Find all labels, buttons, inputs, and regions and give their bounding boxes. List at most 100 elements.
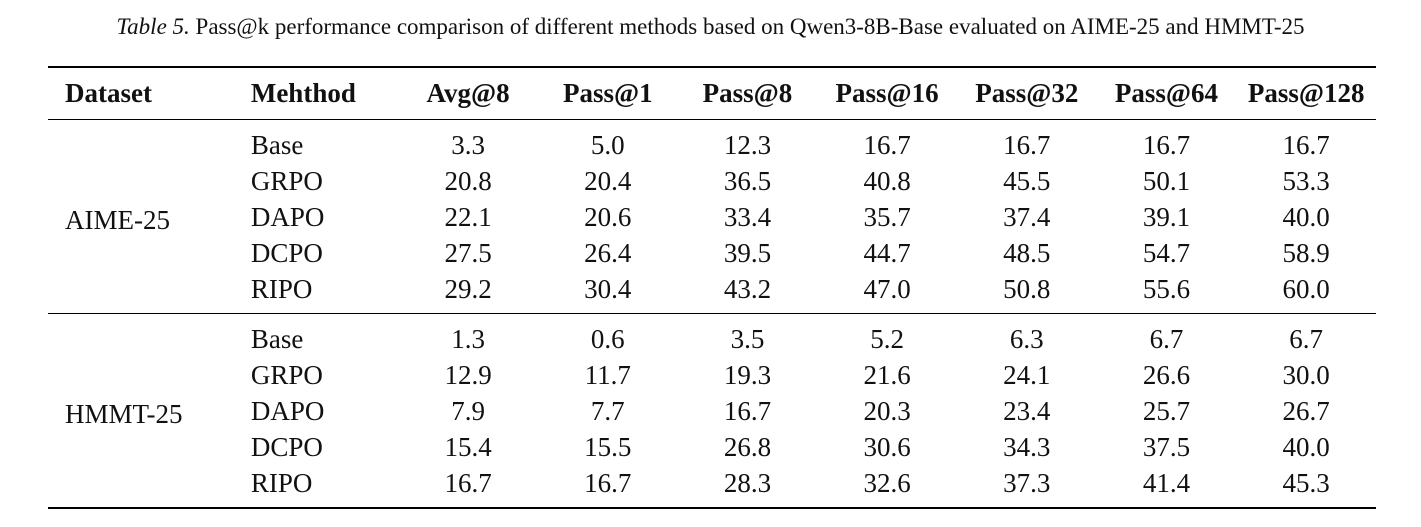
value-cell: 40.0 [1282,431,1330,462]
table-row: AIME-25 Base 3.3 5.0 12.3 16.7 16.7 16.7 16.7 [48,120,1376,235]
value-cell: 12.3 [723,129,772,160]
value-cell: 47.0 [863,273,911,304]
value-cell: 37.5 [1142,431,1191,462]
value-cell: 20.6 [584,201,632,232]
value-cell: 30.0 [1282,359,1330,390]
value-cell: 55.6 [1142,273,1191,304]
value-cell: 16.7 [1003,129,1051,160]
value-cell: 16.7 [1142,129,1191,160]
value-cell: 5.2 [870,323,904,354]
value-cell: 12.9 [444,359,492,390]
value-cell: 41.4 [1142,467,1191,498]
value-cell: 3.3 [451,129,485,160]
value-cell: 27.5 [444,237,492,268]
column-header: Pass@128 [1247,78,1365,108]
value-cell: 26.7 [1282,395,1330,426]
table-group: HMMT-25 Base 1.3 0.6 3.5 5.2 6.3 6.7 6.7 GRPO 12.9… [48,313,1376,509]
value-cell: 26.6 [1142,359,1191,390]
dataset-cell: AIME-25 [65,204,170,235]
caption-text: Pass@k performance comparison of differe… [195,14,1305,39]
method-cell: DAPO [250,395,325,426]
column-header: Pass@32 [975,78,1079,108]
value-cell: 1.3 [451,323,485,354]
value-cell: 45.5 [1003,165,1051,196]
method-cell: DAPO [250,201,325,232]
value-cell: 37.4 [1003,201,1051,232]
value-cell: 25.7 [1142,395,1191,426]
value-cell: 30.4 [584,273,632,304]
value-cell: 5.0 [590,129,625,160]
column-header: Pass@64 [1114,78,1219,108]
value-cell: 20.3 [863,395,911,426]
value-cell: 32.6 [863,467,911,498]
value-cell: 30.6 [863,431,911,462]
value-cell: 39.5 [723,237,772,268]
value-cell: 26.8 [723,431,772,462]
value-cell: 43.2 [723,273,772,304]
value-cell: 60.0 [1282,273,1330,304]
value-cell: 48.5 [1003,237,1051,268]
column-header: Pass@1 [562,78,653,108]
method-cell: RIPO [250,467,313,498]
table-row: DCPO 15.4 15.5 26.8 30.6 34.3 37.5 40.0 [48,429,1376,465]
value-cell: 16.7 [723,395,772,426]
value-cell: 7.9 [451,395,485,426]
caption-label: Table 5. [116,14,190,39]
value-cell: 34.3 [1003,431,1051,462]
table-row: GRPO 20.8 20.4 36.5 40.8 45.5 50.1 53.3 [48,163,1376,199]
value-cell: 40.8 [863,165,911,196]
value-cell: 40.0 [1282,201,1330,232]
value-cell: 3.5 [730,323,765,354]
value-cell: 54.7 [1142,237,1191,268]
value-cell: 53.3 [1282,165,1330,196]
value-cell: 0.6 [590,323,625,354]
table-row: HMMT-25 Base 1.3 0.6 3.5 5.2 6.3 6.7 6.7 [48,314,1376,429]
column-header: Avg@8 [426,78,510,108]
value-cell: 29.2 [444,273,492,304]
value-cell: 37.3 [1003,467,1051,498]
column-header: Pass@16 [835,78,939,108]
value-cell: 36.5 [723,165,772,196]
method-cell: GRPO [250,165,323,196]
value-cell: 15.5 [584,431,632,462]
value-cell: 33.4 [723,201,772,232]
table-row: GRPO 12.9 11.7 19.3 21.6 24.1 26.6 30.0 [48,357,1376,393]
value-cell: 16.7 [1282,129,1330,160]
value-cell: 45.3 [1282,467,1330,498]
table-row: RIPO 29.2 30.4 43.2 47.0 50.8 55.6 60.0 [48,271,1376,314]
value-cell: 35.7 [863,201,911,232]
column-header: Mehthod [250,78,356,108]
value-cell: 22.1 [444,201,492,232]
value-cell: 24.1 [1003,359,1051,390]
value-cell: 44.7 [863,237,911,268]
header-row: Dataset Mehthod Avg@8 Pass@1 Pass@8 Pass@16 Pa… [48,67,1376,120]
value-cell: 16.7 [444,467,492,498]
value-cell: 26.4 [584,237,632,268]
value-cell: 16.7 [863,129,911,160]
value-cell: 28.3 [723,467,772,498]
method-cell: Base [250,323,304,354]
method-cell: DCPO [250,237,323,268]
table-caption: Table 5. Pass@k performance comparison o… [0,12,1421,42]
value-cell: 20.4 [584,165,632,196]
method-cell: GRPO [250,359,323,390]
value-cell: 58.9 [1282,237,1330,268]
value-cell: 6.3 [1009,323,1044,354]
column-header: Pass@8 [702,78,793,108]
table-row: DAPO 7.9 7.7 16.7 20.3 23.4 25.7 26.7 [48,393,1376,429]
value-cell: 16.7 [584,467,632,498]
value-cell: 50.1 [1142,165,1191,196]
column-header: Dataset [65,78,152,108]
value-cell: 11.7 [584,359,631,390]
value-cell: 6.7 [1149,323,1184,354]
method-cell: Base [250,129,304,160]
value-cell: 20.8 [444,165,492,196]
dataset-cell: HMMT-25 [65,398,183,429]
method-cell: RIPO [250,273,313,304]
value-cell: 23.4 [1003,395,1051,426]
table-row: RIPO 16.7 16.7 28.3 32.6 37.3 41.4 45.3 [48,465,1376,508]
value-cell: 21.6 [863,359,911,390]
method-cell: DCPO [250,431,323,462]
results-table-container: Dataset Mehthod Avg@8 Pass@1 Pass@8 Pass@16 Pa… [48,66,1376,509]
table-row: DCPO 27.5 26.4 39.5 44.7 48.5 54.7 58.9 [48,235,1376,271]
